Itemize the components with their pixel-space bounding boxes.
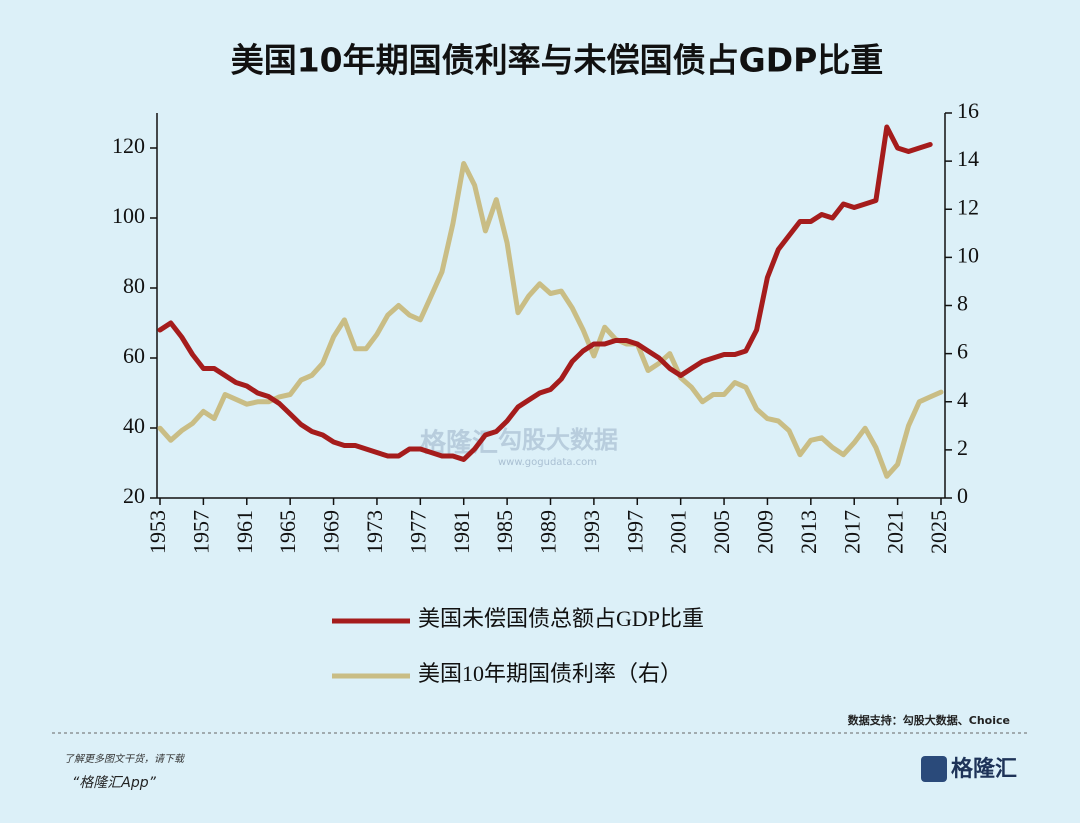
y2-tick-label: 4 [957, 387, 968, 412]
source: 数据支持：勾股大数据、Choice [848, 713, 1010, 727]
chart-title: 美国10年期国债利率与未偿国债占GDP比重 [231, 41, 884, 80]
y-tick-label: 100 [112, 203, 145, 228]
x-tick-label: 1989 [536, 510, 561, 554]
series-line [157, 161, 944, 479]
series-line [157, 124, 933, 462]
legend-label: 美国10年期国债利率（右） [418, 661, 682, 686]
y-tick-label: 60 [123, 343, 145, 368]
x-tick-label: 1977 [405, 510, 430, 554]
y2-tick-label: 0 [957, 483, 968, 508]
x-tick-label: 2009 [752, 510, 777, 554]
logo-icon [921, 756, 947, 782]
x-tick-label: 1973 [362, 510, 387, 554]
x-tick-label: 1969 [319, 510, 344, 554]
y2-tick-label: 14 [957, 146, 979, 171]
y-tick-label: 40 [123, 413, 145, 438]
watermark: 勾股大数据 [498, 426, 618, 454]
y-tick-label: 120 [112, 133, 145, 158]
promo-app: “格隆汇App” [72, 775, 157, 791]
y2-tick-label: 10 [957, 242, 979, 267]
y2-tick-label: 12 [957, 194, 979, 219]
y2-tick-label: 2 [957, 435, 968, 460]
x-tick-label: 2017 [839, 510, 864, 554]
x-tick-label: 2013 [796, 510, 821, 554]
y-tick-label: 80 [123, 273, 145, 298]
x-tick-label: 2025 [926, 510, 951, 554]
x-tick-label: 1957 [188, 510, 213, 554]
x-tick-label: 2001 [666, 510, 691, 554]
x-tick-label: 1953 [145, 510, 170, 554]
y2-tick-label: 6 [957, 339, 968, 364]
logo: 格隆汇 [951, 756, 1017, 782]
x-tick-label: 1997 [622, 510, 647, 554]
promo: 了解更多图文干货，请下载 [64, 753, 186, 765]
x-tick-label: 1981 [449, 510, 474, 554]
x-tick-label: 1993 [579, 510, 604, 554]
x-tick-label: 2021 [883, 510, 908, 554]
legend-label: 美国未偿国债总额占GDP比重 [418, 606, 704, 631]
y2-tick-label: 8 [957, 291, 968, 316]
x-tick-label: 2005 [709, 510, 734, 554]
watermark-url: www.gogudata.com [498, 457, 597, 468]
x-tick-label: 1961 [232, 510, 257, 554]
y2-tick-label: 16 [957, 98, 979, 123]
x-tick-label: 1965 [275, 510, 300, 554]
y-tick-label: 20 [123, 483, 145, 508]
x-tick-label: 1985 [492, 510, 517, 554]
